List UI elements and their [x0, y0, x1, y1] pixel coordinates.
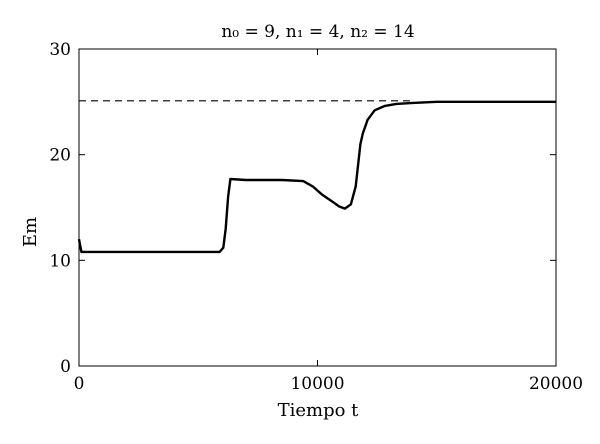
series-layer — [77, 100, 556, 254]
y-tick-label-3: 30 — [49, 40, 71, 60]
y-axis-label: Em — [20, 217, 41, 247]
chart-title: n₀ = 9, n₁ = 4, n₂ = 14 — [221, 22, 414, 42]
x-axis: 0 10000 20000 — [74, 49, 583, 394]
y-axis: 0 10 20 30 — [49, 40, 556, 377]
y-tick-label-1: 10 — [49, 251, 71, 271]
x-tick-label-2: 20000 — [529, 374, 583, 394]
x-tick-label-0: 0 — [74, 374, 85, 394]
x-tick-label-1: 10000 — [290, 374, 344, 394]
series-line-0 — [77, 100, 556, 254]
x-axis-label: Tiempo t — [278, 400, 360, 421]
plot-area-frame — [78, 48, 557, 367]
y-tick-label-0: 0 — [60, 357, 71, 377]
y-tick-label-2: 20 — [49, 146, 71, 166]
